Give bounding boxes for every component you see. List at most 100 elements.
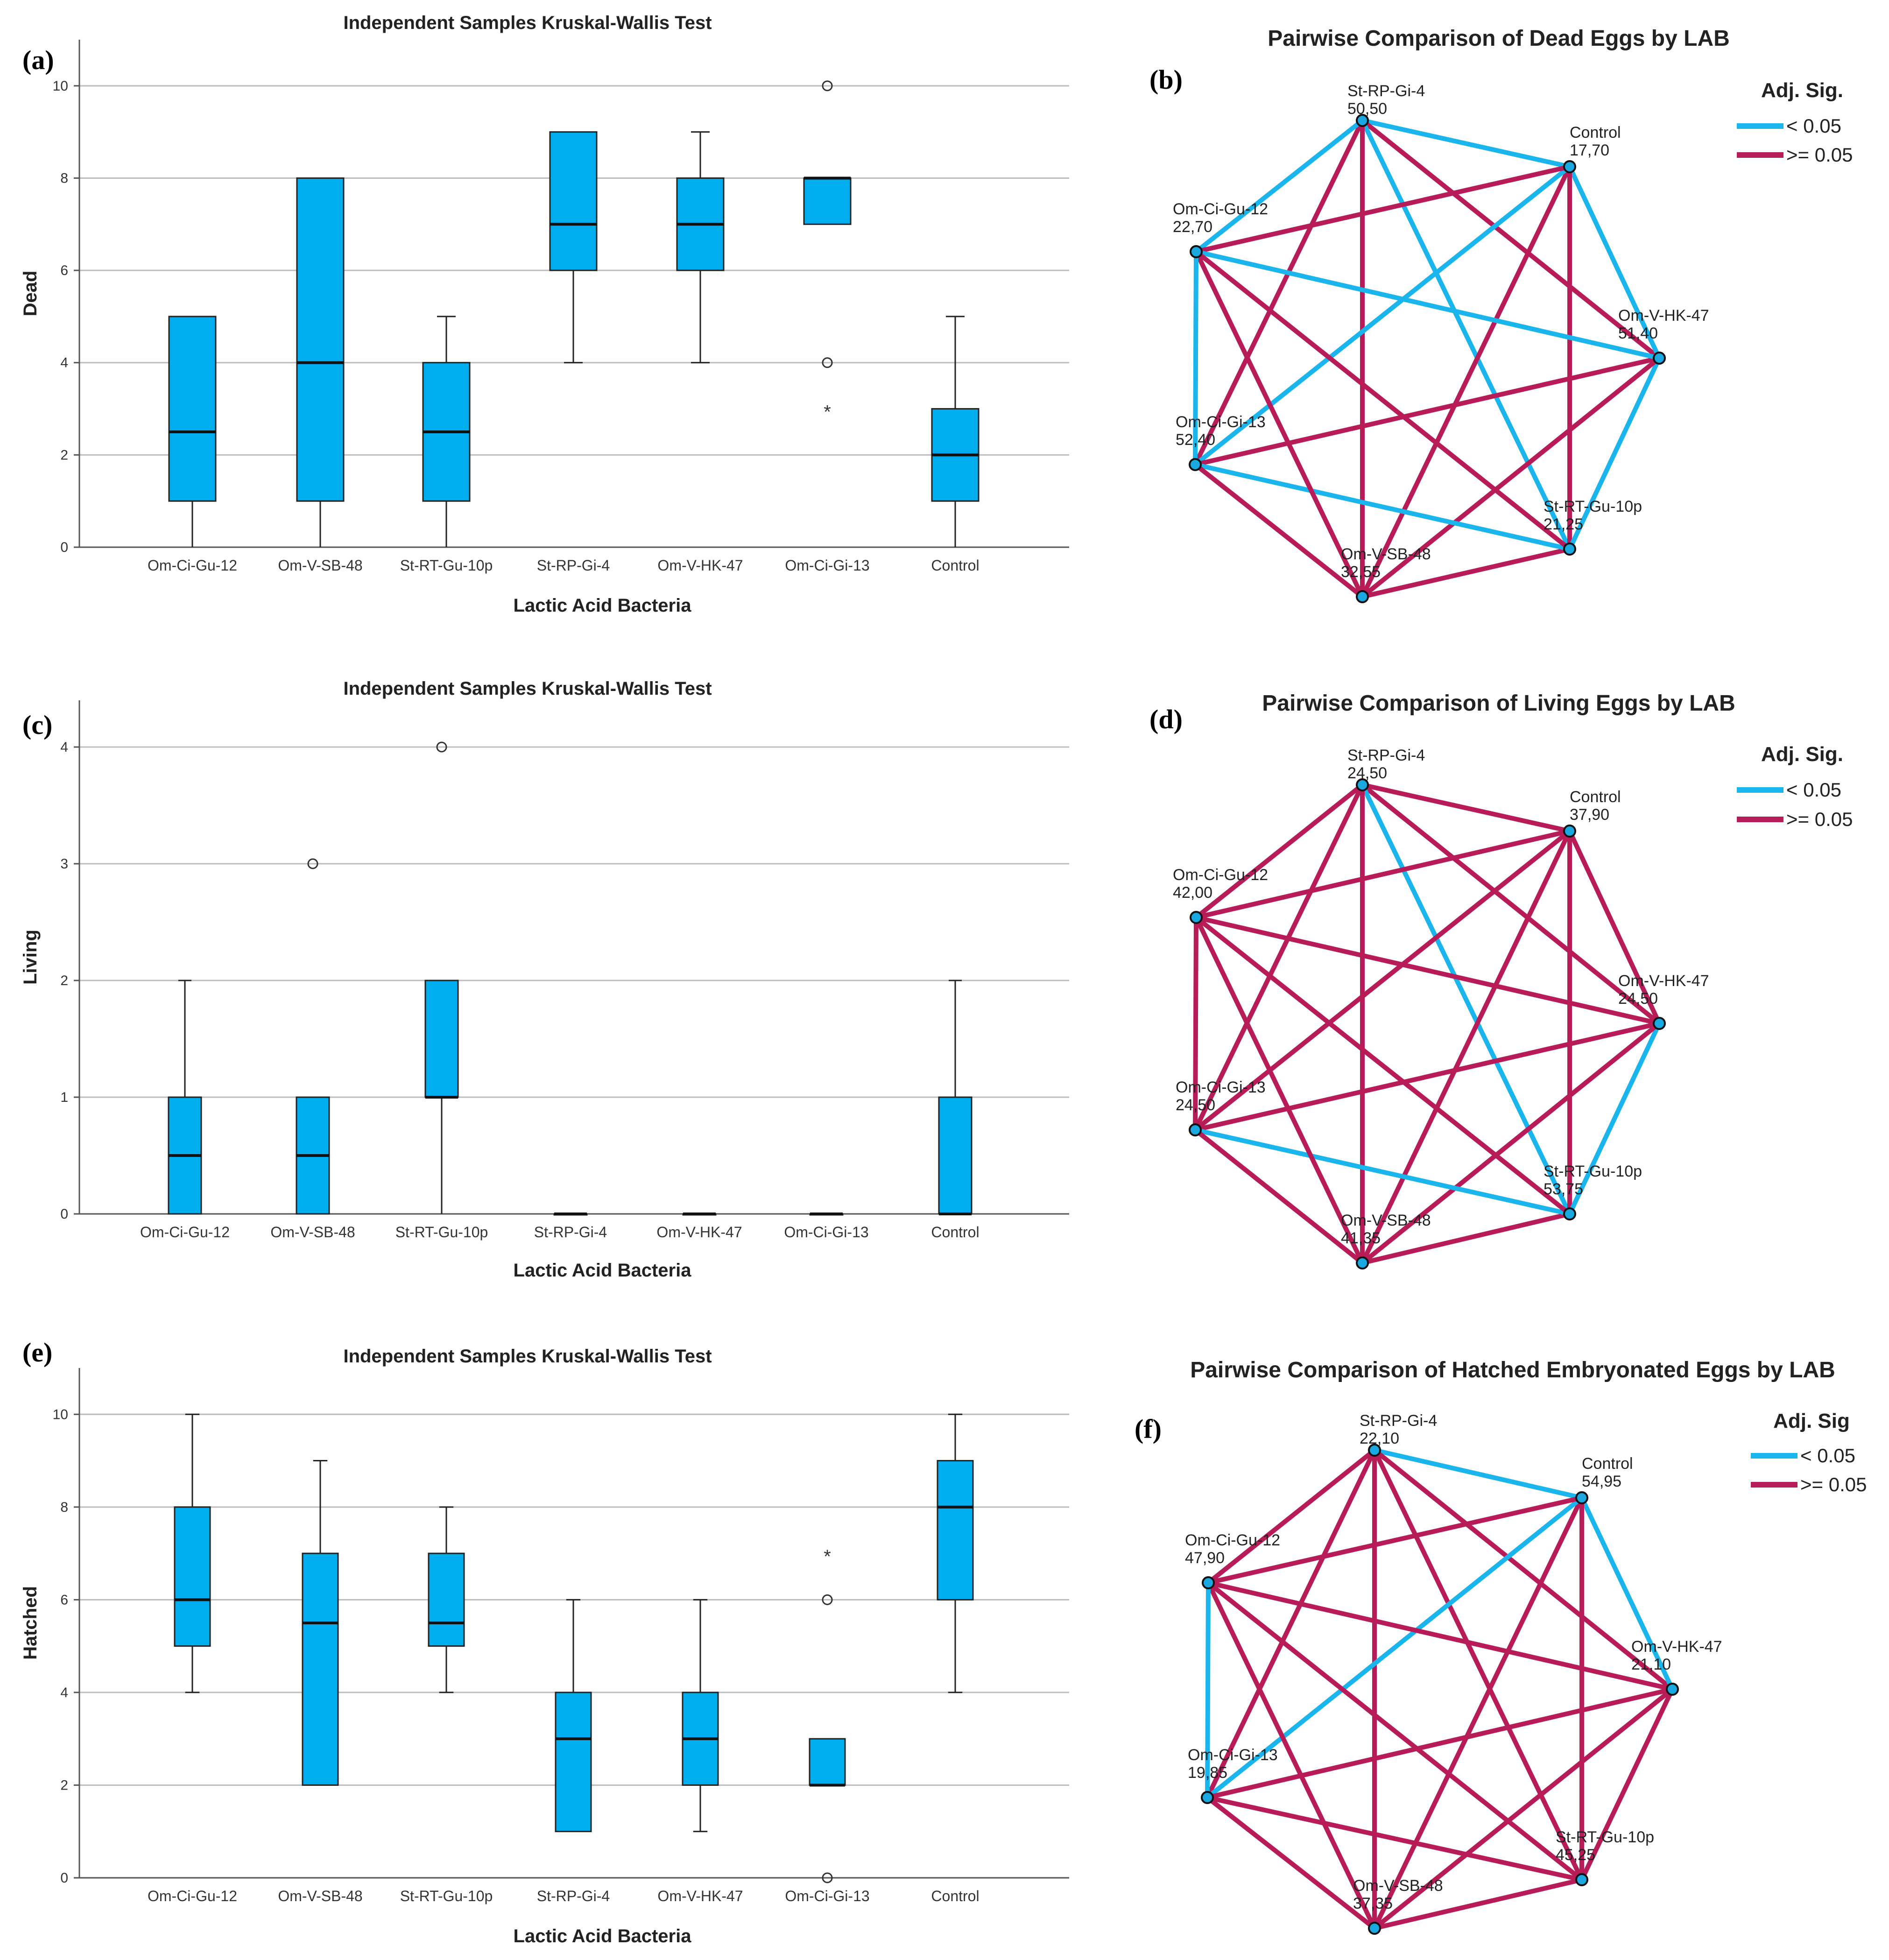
node-value: 50,50	[1347, 100, 1387, 118]
legend-label-ns: >= 0.05	[1786, 144, 1853, 166]
node-name: St-RT-Gu-10p	[1556, 1828, 1654, 1846]
edge-nonsignificant	[1372, 1448, 1675, 1692]
node-name: Om-V-SB-48	[1341, 545, 1431, 563]
edge-nonsignificant	[1579, 1687, 1675, 1882]
node-value: 24,50	[1347, 764, 1387, 782]
edge-nonsignificant	[1205, 1795, 1584, 1882]
node-name: Om-Ci-Gu-12	[1173, 200, 1268, 218]
edge-significant	[1193, 164, 1572, 467]
edge-significant	[1567, 1021, 1662, 1216]
edge-nonsignificant	[1206, 1448, 1377, 1585]
edge-significant	[1360, 118, 1572, 551]
category-label: Om-V-HK-47	[656, 1224, 742, 1241]
edge-nonsignificant	[1360, 783, 1662, 1026]
node-marker	[1563, 825, 1576, 838]
y-tick-label: 4	[60, 355, 68, 371]
edge-nonsignificant	[1360, 783, 1572, 833]
node-name: Om-V-HK-47	[1618, 972, 1709, 990]
boxplot-living: (c) Independent Samples Kruskal-Wallis Te…	[20, 678, 1069, 1281]
legend-label-ns: >= 0.05	[1800, 1474, 1867, 1495]
node-value: 22,70	[1173, 218, 1212, 236]
legend-label-ns: >= 0.05	[1786, 808, 1853, 830]
edge-nonsignificant	[1193, 118, 1365, 467]
edge-nonsignificant	[1567, 829, 1662, 1026]
network-3: Pairwise Comparison of Hatched Embryonat…	[1135, 1358, 1867, 1935]
network-title: Pairwise Comparison of Living Eggs by LA…	[1262, 691, 1735, 716]
outlier-circle	[436, 741, 447, 753]
category-label: Om-Ci-Gu-12	[140, 1224, 230, 1241]
node-marker	[1201, 1791, 1214, 1804]
outlier-circle	[822, 80, 833, 92]
y-tick-label: 4	[60, 1685, 68, 1700]
box-control	[931, 316, 980, 547]
y-tick-label: 4	[60, 740, 68, 755]
box-iqr	[549, 131, 598, 271]
edge-nonsignificant	[1193, 829, 1572, 1132]
edge-nonsignificant	[1206, 1580, 1377, 1931]
edge-nonsignificant	[1205, 1687, 1675, 1800]
y-tick-label: 0	[60, 540, 68, 555]
category-label: Control	[931, 1224, 979, 1241]
box-iqr	[302, 1552, 339, 1786]
edge-nonsignificant	[1206, 1580, 1675, 1692]
node-value: 24,50	[1618, 990, 1658, 1008]
edge-nonsignificant	[1194, 783, 1365, 920]
node-marker	[1356, 778, 1369, 791]
box-om-v-hk-47	[682, 1213, 717, 1216]
box-iqr	[296, 177, 345, 502]
y-tick-label: 6	[60, 1592, 68, 1607]
edge-significant	[1193, 462, 1572, 551]
edge-significant	[1360, 783, 1572, 1216]
node-name: St-RT-Gu-10p	[1544, 498, 1642, 515]
node-value: 52,40	[1176, 431, 1215, 449]
panel-label: (f)	[1135, 1414, 1162, 1444]
node-name: Control	[1570, 788, 1621, 806]
box-iqr	[174, 1506, 211, 1647]
edge-significant	[1194, 249, 1662, 360]
box-iqr	[937, 1460, 974, 1600]
node-marker	[1356, 1256, 1369, 1269]
box-om-ci-gu-12	[174, 1413, 211, 1693]
edge-nonsignificant	[1360, 356, 1662, 599]
edge-significant	[1567, 356, 1662, 551]
box-om-ci-gi-13	[803, 176, 852, 225]
node-marker	[1356, 590, 1369, 603]
legend-label-sig: < 0.05	[1786, 115, 1841, 137]
edge-nonsignificant	[1360, 829, 1572, 1265]
node-marker	[1563, 543, 1576, 556]
boxplot-dead: (a) Independent Samples Kruskal-Wallis Te…	[20, 13, 1069, 616]
category-label: Om-Ci-Gu-12	[148, 557, 237, 574]
network-1: Pairwise Comparison of Dead Eggs by LAB (…	[1149, 26, 1853, 603]
node-value: 45,25	[1556, 1846, 1595, 1864]
node-value: 21,10	[1631, 1656, 1671, 1673]
box-iqr	[428, 1552, 465, 1647]
y-axis-label: Dead	[20, 271, 41, 317]
y-tick-label: 3	[60, 856, 68, 872]
category-label: Om-V-HK-47	[657, 557, 743, 574]
edge-nonsignificant	[1194, 249, 1365, 599]
legend-label-sig: < 0.05	[1786, 779, 1841, 801]
node-name: Om-Ci-Gi-13	[1176, 413, 1266, 431]
category-label: Om-V-HK-47	[657, 1888, 743, 1904]
category-label: Om-Ci-Gu-12	[148, 1888, 237, 1904]
edge-significant	[1360, 118, 1572, 169]
node-value: 53,75	[1544, 1180, 1583, 1198]
panel-label: (a)	[22, 45, 54, 75]
edge-nonsignificant	[1194, 164, 1572, 254]
network-title: Pairwise Comparison of Dead Eggs by LAB	[1268, 26, 1730, 51]
edge-significant	[1372, 1448, 1584, 1500]
edge-nonsignificant	[1360, 547, 1572, 599]
category-label: Om-Ci-Gi-13	[785, 557, 869, 574]
panel-label: (c)	[22, 710, 52, 740]
edge-nonsignificant	[1194, 915, 1365, 1265]
box-om-ci-gu-12	[168, 316, 217, 547]
edge-nonsignificant	[1193, 1128, 1365, 1265]
y-tick-label: 10	[53, 1407, 68, 1422]
y-tick-label: 2	[60, 973, 68, 988]
box-iqr	[938, 1096, 973, 1215]
x-axis-label: Lactic Acid Bacteria	[514, 595, 692, 616]
box-om-v-sb-48	[296, 177, 345, 547]
category-label: Om-Ci-Gi-13	[784, 1224, 868, 1241]
edge-nonsignificant	[1193, 356, 1662, 467]
node-marker	[1189, 1123, 1202, 1136]
